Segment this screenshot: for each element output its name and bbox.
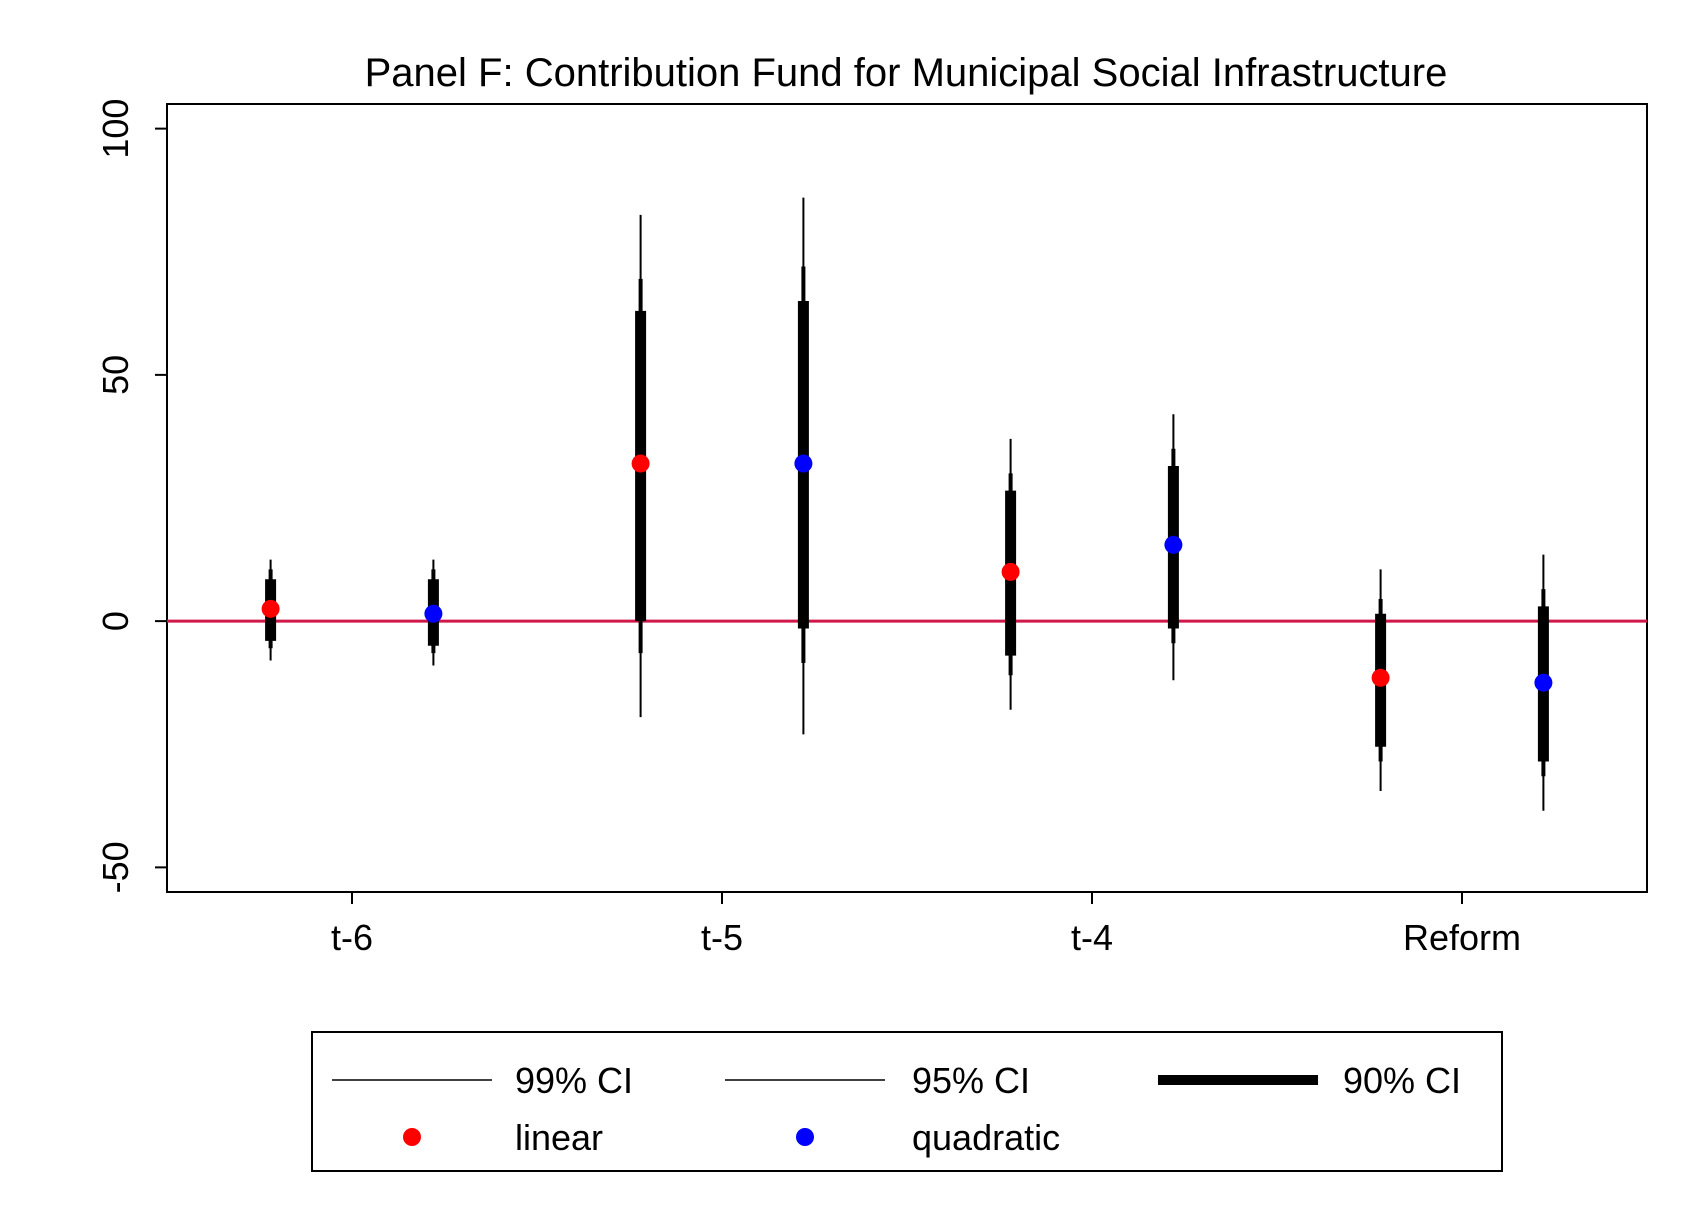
estimate-point-layer (261, 454, 1553, 692)
legend-label: quadratic (912, 1117, 1060, 1158)
chart-title: Panel F: Contribution Fund for Municipal… (365, 51, 1448, 95)
x-tick-label: t-5 (701, 917, 743, 958)
quadratic-estimate-point (1164, 535, 1183, 554)
legend: 99% CI 95% CI 90% CI linear quadratic (311, 1031, 1503, 1172)
legend-label: 95% CI (912, 1060, 1030, 1101)
y-axis: -50 0 50 100 (95, 99, 167, 893)
plot-frame (166, 103, 1648, 893)
x-tick-label: Reform (1403, 917, 1521, 958)
x-tick-label: t-6 (331, 917, 373, 958)
legend-label: linear (515, 1117, 603, 1158)
linear-estimate-point (1371, 668, 1390, 687)
legend-dot-key (403, 1128, 421, 1146)
y-tick-label: -50 (95, 841, 136, 893)
x-axis: t-6 t-5 t-4 Reform (331, 892, 1521, 958)
quadratic-estimate-point (1534, 673, 1553, 692)
y-tick-label: 0 (95, 611, 136, 631)
confidence-interval-layer (265, 197, 1549, 811)
legend-box (311, 1031, 1503, 1172)
y-tick-label: 100 (95, 99, 136, 159)
quadratic-estimate-point (794, 454, 813, 473)
x-tick-label: t-4 (1071, 917, 1113, 958)
quadratic-estimate-point (424, 604, 443, 623)
linear-estimate-point (631, 454, 650, 473)
legend-label: 90% CI (1343, 1060, 1461, 1101)
legend-dot-key (796, 1128, 814, 1146)
linear-estimate-point (261, 599, 280, 618)
legend-label: 99% CI (515, 1060, 633, 1101)
linear-estimate-point (1001, 562, 1020, 581)
y-tick-label: 50 (95, 355, 136, 395)
